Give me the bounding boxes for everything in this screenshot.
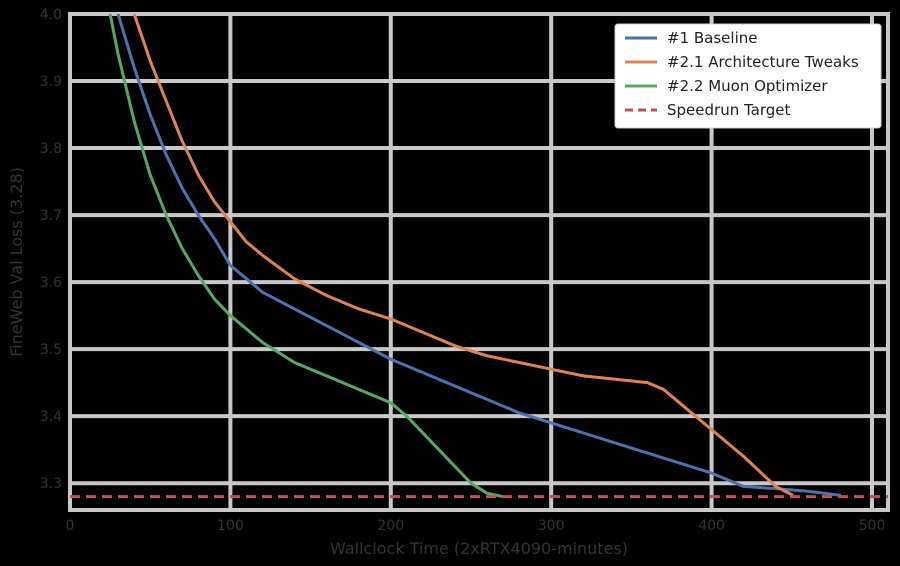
x-tick-label: 400 — [698, 518, 725, 534]
x-tick-label: 100 — [217, 518, 244, 534]
y-tick-label: 3.8 — [40, 141, 62, 157]
y-tick-label: 3.7 — [40, 208, 62, 224]
legend-box — [614, 23, 882, 129]
y-tick-label: 3.5 — [40, 342, 62, 358]
x-tick-label: 500 — [859, 518, 886, 534]
series-line-2 — [132, 14, 794, 497]
legend-entry: #2.1 Architecture Tweaks — [667, 53, 859, 71]
x-tick-label: 300 — [538, 518, 565, 534]
x-tick-label: 0 — [66, 518, 75, 534]
y-tick-label: 4.0 — [40, 7, 62, 23]
y-axis-label: FineWeb Val Loss (3.28) — [7, 167, 26, 357]
legend-entry: #1 Baseline — [667, 29, 757, 47]
x-axis: 0 100 200 300 400 500 — [66, 518, 886, 534]
x-axis-label: Wallclock Time (2xRTX4090-minutes) — [330, 539, 628, 558]
y-tick-label: 3.3 — [40, 476, 62, 492]
plot-frame — [68, 12, 890, 512]
series-line-1 — [116, 14, 842, 497]
y-axis: 3.3 3.4 3.5 3.6 3.7 3.8 3.9 4.0 — [40, 7, 62, 492]
y-tick-label: 3.4 — [40, 409, 62, 425]
y-tick-label: 3.6 — [40, 275, 62, 291]
legend: #1 Baseline #2.1 Architecture Tweaks #2.2 … — [614, 23, 882, 129]
series-lines — [70, 14, 888, 499]
series-line-3 — [108, 14, 505, 499]
y-tick-label: 3.9 — [40, 74, 62, 90]
x-tick-label: 200 — [377, 518, 404, 534]
legend-entry: #2.2 Muon Optimizer — [667, 77, 828, 95]
legend-entry: Speedrun Target — [667, 101, 790, 119]
